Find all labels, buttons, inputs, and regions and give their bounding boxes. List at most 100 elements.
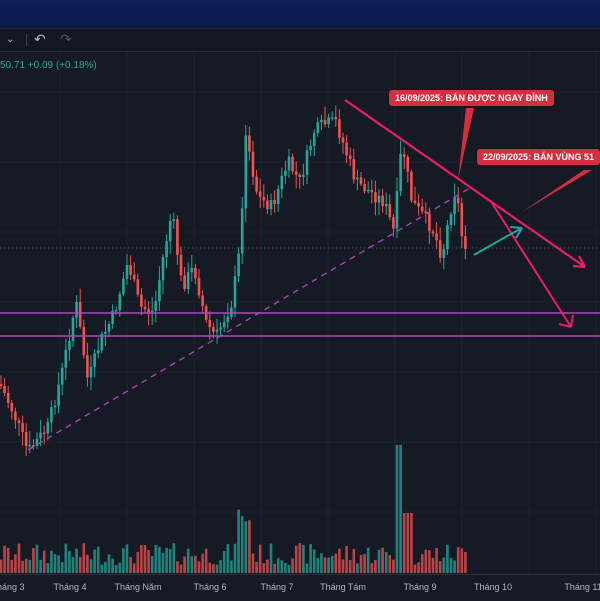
x-tick-label: Tháng Tám <box>320 582 366 592</box>
volume-bar <box>356 563 359 573</box>
candle-body <box>208 319 212 328</box>
candle-body <box>417 202 420 207</box>
volume-bar <box>399 445 402 573</box>
candle-body <box>89 366 93 378</box>
candle-body <box>302 174 305 178</box>
volume-bar <box>392 559 395 573</box>
volume-bar <box>417 562 420 573</box>
candle-body <box>273 199 276 205</box>
volume-bar <box>269 543 273 573</box>
volume-bar <box>104 561 107 573</box>
x-tick-label: Tháng 6 <box>193 582 227 592</box>
candle-body <box>262 196 266 201</box>
candle-body <box>186 272 190 290</box>
volume-bar <box>140 545 143 573</box>
volume-bar <box>320 553 323 573</box>
volume-bar <box>172 543 176 573</box>
price-chart[interactable] <box>0 52 600 574</box>
volume-bar <box>6 547 10 573</box>
volume-bar <box>388 555 392 573</box>
candle-body <box>168 221 172 242</box>
candle-body <box>266 200 269 210</box>
candle-body <box>147 309 150 313</box>
volume-bar <box>222 551 226 573</box>
volume-bar <box>132 563 136 573</box>
candle-body <box>341 137 345 143</box>
volume-bar <box>28 559 32 573</box>
redo-icon[interactable]: ↷ <box>60 32 72 48</box>
candle-body <box>226 316 230 323</box>
candle-body <box>158 280 161 302</box>
volume-bar <box>302 544 305 573</box>
candle-body <box>255 176 258 192</box>
volume-bar <box>280 560 284 573</box>
candle-body <box>392 217 395 229</box>
volume-bar <box>32 547 35 573</box>
candle-body <box>86 355 89 378</box>
volume-bar <box>464 551 467 573</box>
volume-bar <box>255 561 258 573</box>
projection-down-arrow <box>489 199 572 328</box>
volume-bar <box>233 543 237 573</box>
candle-body <box>381 195 384 207</box>
candle-body <box>230 307 233 317</box>
volume-bar <box>201 553 204 573</box>
volume-bar <box>442 557 446 573</box>
volume-bar <box>150 555 154 573</box>
candle-body <box>442 249 446 258</box>
volume-bar <box>420 554 424 573</box>
chevron-down-icon[interactable]: ⌄ <box>6 34 15 45</box>
volume-bar <box>377 549 381 573</box>
volume-bar <box>168 549 172 573</box>
undo-icon[interactable]: ↶ <box>34 32 46 48</box>
candle-body <box>352 159 356 180</box>
candle-body <box>122 278 125 295</box>
volume-bar <box>449 558 453 573</box>
candle-body <box>366 189 370 192</box>
volume-bar <box>78 557 82 573</box>
candle-body <box>3 386 6 394</box>
volume-bar <box>118 562 122 573</box>
candle-body <box>449 214 453 226</box>
volume-bar <box>446 544 449 573</box>
volume-bar <box>276 558 280 573</box>
volume-bar <box>17 543 21 573</box>
candle-body <box>161 257 165 281</box>
volume-bar <box>334 553 338 573</box>
volume-bar <box>374 559 377 573</box>
candle-body <box>280 175 284 190</box>
volume-bar <box>395 445 399 573</box>
volume-bar <box>298 543 302 573</box>
candle-body <box>240 208 244 254</box>
candle-body <box>309 145 312 151</box>
volume-bar <box>240 516 244 573</box>
candle-body <box>107 323 111 332</box>
candle-body <box>118 294 122 310</box>
volume-bar <box>35 544 39 573</box>
candle-body <box>93 353 96 367</box>
candle-body <box>330 117 334 119</box>
candle-body <box>125 265 129 279</box>
candle-body <box>374 192 377 203</box>
candle-body <box>284 170 287 176</box>
volume-bar <box>294 545 298 573</box>
candle-body <box>17 420 21 424</box>
candle-body <box>28 445 32 447</box>
candle-body <box>460 203 464 237</box>
window-top-bar <box>0 0 600 29</box>
candle-body <box>435 233 438 241</box>
volume-bar <box>226 544 230 573</box>
volume-bar <box>438 561 442 573</box>
callout-2-pointer <box>522 170 592 212</box>
candle-body <box>320 119 323 123</box>
volume-bar <box>204 548 208 573</box>
candle-body <box>10 402 14 412</box>
candle-body <box>176 219 179 255</box>
candle-body <box>237 253 240 277</box>
volume-bar <box>381 547 384 573</box>
volume-bar <box>230 560 233 573</box>
candle-body <box>143 306 147 310</box>
volume-bar <box>158 546 161 573</box>
volume-bar <box>68 550 71 573</box>
candle-body <box>215 329 219 332</box>
